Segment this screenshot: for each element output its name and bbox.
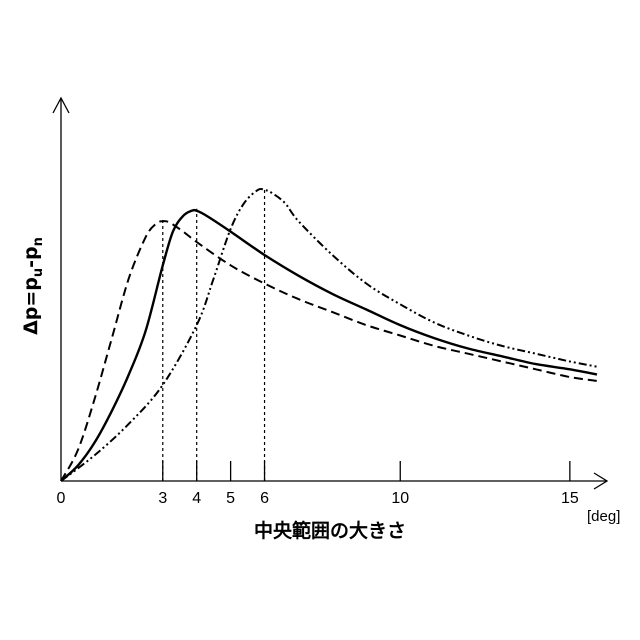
- x-tick-label-3: 3: [158, 490, 167, 507]
- series-layer: [61, 189, 597, 481]
- x-tick-label-0: 0: [57, 490, 66, 507]
- x-tick-label-15: 15: [561, 490, 579, 507]
- peak-marker-layer: [163, 188, 265, 481]
- x-tick-label-4: 4: [192, 490, 201, 507]
- series-line-dash-dot-dot: [61, 189, 597, 481]
- x-axis-title: 中央範囲の大きさ: [254, 519, 406, 542]
- x-axis-unit: [deg]: [587, 508, 620, 525]
- x-tick-label-6: 6: [260, 490, 269, 507]
- series-line-solid: [61, 210, 597, 481]
- x-tick-label-10: 10: [391, 490, 409, 507]
- x-tick-layer: 0 3 4 5 6 10 15: [57, 461, 579, 507]
- y-axis-title: Δp=pu-pn: [20, 237, 46, 335]
- series-line-dashed: [61, 221, 597, 481]
- x-tick-label-5: 5: [226, 490, 235, 507]
